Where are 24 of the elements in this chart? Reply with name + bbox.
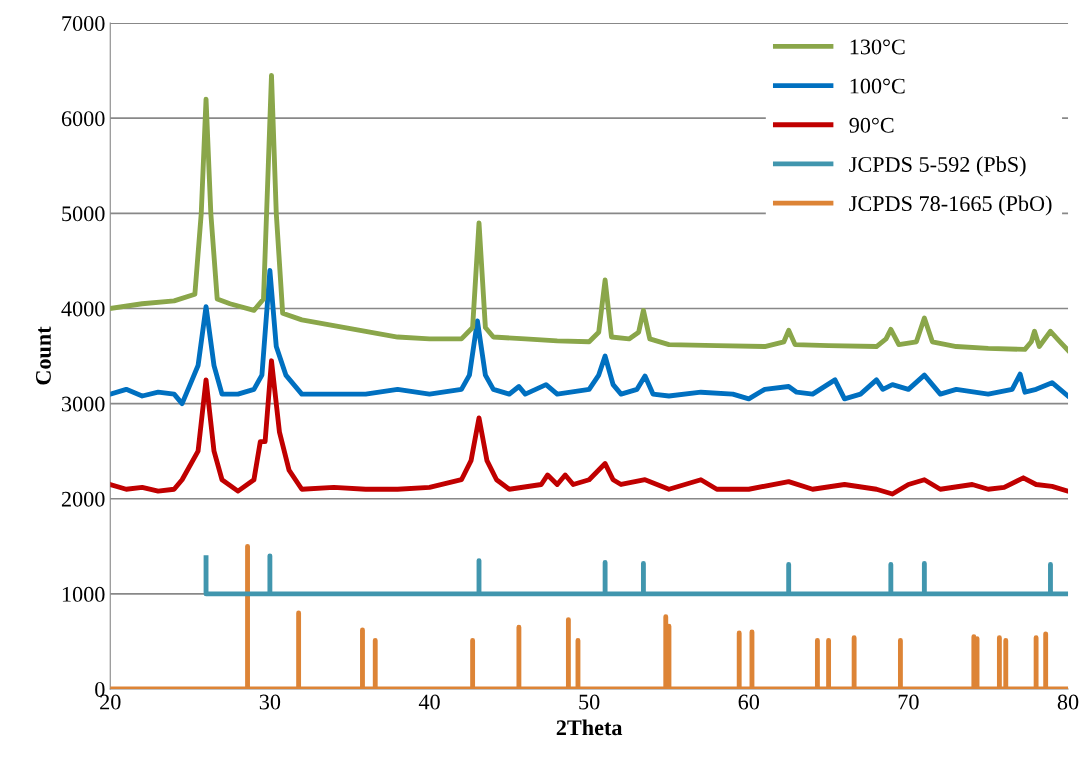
legend-label: 90°C: [849, 117, 894, 133]
line-series: [203, 553, 1069, 597]
x-tick-label: 60: [738, 694, 760, 710]
x-tick-label: 40: [418, 694, 440, 710]
x-axis-title: 2Theta: [556, 719, 623, 736]
x-tick-label: 30: [259, 694, 281, 710]
y-tick-label: 7000: [62, 16, 105, 31]
y-tick-label: 2000: [61, 491, 105, 507]
y-tick-label: 3000: [62, 396, 105, 412]
legend-label: 130°C: [850, 39, 905, 55]
y-axis-title: Count: [35, 326, 51, 385]
line-series: [110, 72, 1069, 353]
x-tick-label: 50: [579, 694, 600, 710]
legend-label: JCPDS 5-592 (PbS): [849, 156, 1026, 177]
legend-label: 100°C: [850, 78, 905, 94]
x-tick-label: 80: [1057, 694, 1079, 710]
legend-label: JCPDS 78-1665 (PbO): [849, 195, 1052, 216]
y-tick-label: 1000: [62, 586, 105, 602]
y-tick-label: 4000: [61, 301, 105, 317]
y-tick-label: 5000: [62, 206, 105, 222]
line-series: [110, 267, 1069, 407]
y-tick-label: 6000: [61, 111, 105, 127]
line-series: [110, 358, 1069, 497]
x-tick-label: 70: [898, 694, 919, 710]
